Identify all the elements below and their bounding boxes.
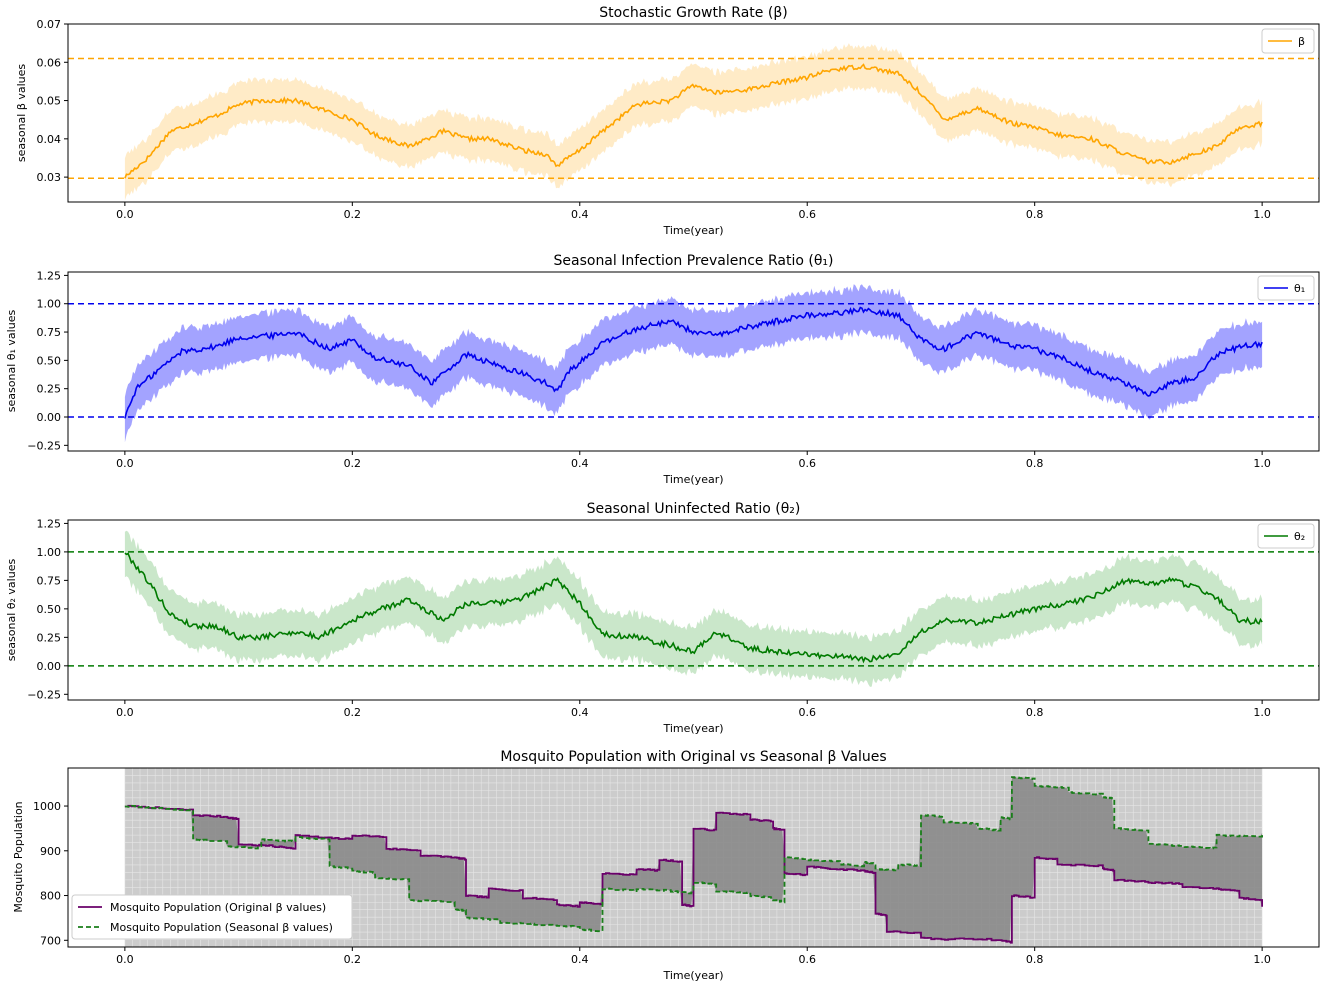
panel-beta-xtick-label: 0.6 [798, 208, 816, 221]
panel-mosquito-legend: Mosquito Population (Original β values) … [71, 894, 353, 940]
panel-beta-xtick-label: 0.8 [1026, 208, 1044, 221]
panel-theta2-ytick-label: 1.00 [37, 546, 62, 559]
panel-beta: Stochastic Growth Rate (β) seasonal β va… [15, 5, 1320, 237]
panel-theta1-legend: θ₁ [1257, 275, 1315, 301]
panel-theta2-series-line [124, 552, 1263, 664]
panel-theta1-ytick-label: 0.00 [37, 411, 62, 424]
panel-theta2-plot-layer [68, 530, 1319, 687]
panel-mosquito-xtick-label: 0.2 [344, 953, 362, 966]
panel-theta2-title: Seasonal Uninfected Ratio (θ₂) [587, 501, 801, 517]
panel-theta2-clipped-group [68, 530, 1319, 687]
panel-beta-ytick-label: 0.05 [37, 95, 62, 108]
panel-theta2-xlabel: Time(year) [662, 722, 723, 735]
panel-theta2-xtick-label: 1.0 [1253, 706, 1271, 719]
panel-theta2-legend-label: θ₂ [1294, 530, 1305, 543]
panel-mosquito-ylabel: Mosquito Population [12, 801, 25, 912]
panel-theta1-xtick-label: 0.8 [1026, 457, 1044, 470]
panel-theta2-frame [67, 519, 1320, 701]
panel-theta1-xlabel: Time(year) [662, 473, 723, 486]
panel-theta1-ytick-label: 0.25 [37, 383, 62, 396]
panel-mosquito: Mosquito Population with Original vs Sea… [12, 749, 1320, 982]
panel-theta1-confidence-band [124, 284, 1263, 443]
panel-theta1-plot-layer [68, 284, 1319, 443]
panel-mosquito-xlabel: Time(year) [662, 969, 723, 982]
panel-theta2-xtick-label: 0.8 [1026, 706, 1044, 719]
panel-beta-legend: β [1261, 28, 1315, 54]
panel-theta2-ytick-label: −0.25 [27, 688, 61, 701]
panel-theta2-ytick-label: 0.25 [37, 631, 62, 644]
panel-beta-series-line [124, 63, 1263, 179]
panel-mosquito-ytick-label: 700 [40, 934, 61, 947]
panel-beta-ytick-label: 0.04 [37, 133, 62, 146]
panel-theta1: Seasonal Infection Prevalence Ratio (θ₁)… [5, 253, 1320, 486]
panel-mosquito-xtick-label: 0.4 [571, 953, 589, 966]
panel-theta1-xtick-label: 0.2 [344, 457, 362, 470]
panel-theta1-xtick-label: 0.0 [116, 457, 134, 470]
panel-beta-xtick-label: 0.4 [571, 208, 589, 221]
panel-beta-xtick-label: 0.2 [344, 208, 362, 221]
mosquito-seasonal-line [124, 776, 1263, 933]
panel-theta2-xtick-label: 0.6 [798, 706, 816, 719]
panel-beta-ytick-label: 0.07 [37, 18, 62, 31]
panel-theta1-ylabel: seasonal θ₁ values [5, 310, 18, 413]
panel-beta-plot-layer [68, 43, 1319, 201]
panel-mosquito-xtick-label: 0.0 [116, 953, 134, 966]
panel-theta2-ytick-label: 0.00 [37, 660, 62, 673]
panel-theta2-xtick-label: 0.0 [116, 706, 134, 719]
panel-theta2-ylabel: seasonal θ₂ values [5, 559, 18, 662]
panel-theta2-xtick-label: 0.4 [571, 706, 589, 719]
panel-theta2-ytick-label: 0.50 [37, 603, 62, 616]
panel-theta1-title: Seasonal Infection Prevalence Ratio (θ₁) [554, 253, 834, 269]
panel-theta1-ytick-label: −0.25 [27, 439, 61, 452]
panel-theta2: Seasonal Uninfected Ratio (θ₂) seasonal … [5, 501, 1320, 735]
panel-beta-xtick-label: 0.0 [116, 208, 134, 221]
panel-theta1-legend-label: θ₁ [1294, 282, 1305, 295]
panel-mosquito-title: Mosquito Population with Original vs Sea… [500, 749, 886, 765]
panel-theta2-legend: θ₂ [1257, 523, 1315, 549]
panel-beta-legend-label: β [1298, 35, 1305, 48]
panel-mosquito-ytick-label: 1000 [33, 800, 61, 813]
panel-beta-ytick-label: 0.03 [37, 171, 62, 184]
panel-beta-clipped-group [68, 43, 1319, 201]
panel-beta-ylabel: seasonal β values [15, 64, 28, 163]
panel-theta2-confidence-band [124, 530, 1263, 687]
panel-beta-confidence-band [124, 43, 1263, 201]
panel-beta-frame [67, 23, 1320, 203]
panel-mosquito-legend-box [71, 894, 353, 940]
panel-theta1-clipped-group [68, 284, 1319, 443]
panel-mosquito-legend-label-original: Mosquito Population (Original β values) [110, 901, 326, 914]
panel-theta2-xtick-label: 0.2 [344, 706, 362, 719]
panel-theta1-xtick-label: 0.6 [798, 457, 816, 470]
panel-mosquito-legend-label-seasonal: Mosquito Population (Seasonal β values) [110, 921, 333, 934]
panel-beta-xtick-label: 1.0 [1253, 208, 1271, 221]
panel-mosquito-ytick-label: 900 [40, 845, 61, 858]
panel-theta1-frame [67, 271, 1320, 452]
panel-mosquito-xtick-label: 0.6 [798, 953, 816, 966]
panel-theta1-ytick-label: 1.00 [37, 298, 62, 311]
panel-theta1-ytick-label: 0.50 [37, 354, 62, 367]
panel-beta-title: Stochastic Growth Rate (β) [599, 5, 787, 21]
panel-theta2-ytick-label: 1.25 [37, 517, 62, 530]
panel-theta1-ytick-label: 0.75 [37, 326, 62, 339]
panel-theta1-xtick-label: 0.4 [571, 457, 589, 470]
panel-theta1-series-line [124, 306, 1263, 419]
panel-theta1-xtick-label: 1.0 [1253, 457, 1271, 470]
panel-mosquito-xtick-label: 0.8 [1026, 953, 1044, 966]
panel-mosquito-xtick-label: 1.0 [1253, 953, 1271, 966]
panel-beta-xlabel: Time(year) [662, 224, 723, 237]
panel-theta2-ytick-label: 0.75 [37, 574, 62, 587]
panel-mosquito-ytick-label: 800 [40, 890, 61, 903]
panel-theta1-ytick-label: 1.25 [37, 269, 62, 282]
panel-beta-ytick-label: 0.06 [37, 56, 62, 69]
panel-mosquito-frame [67, 767, 1320, 948]
